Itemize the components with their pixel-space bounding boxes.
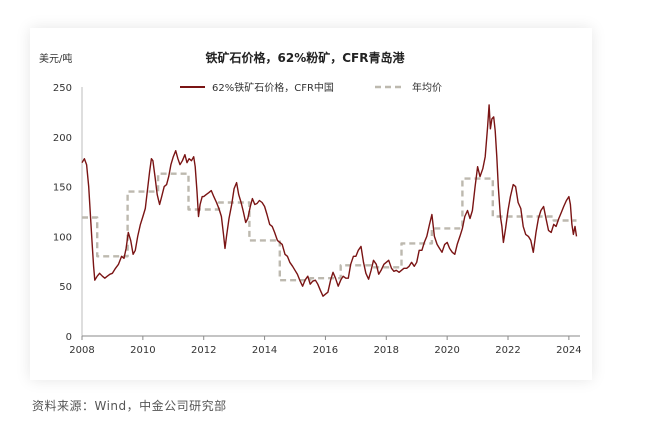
annual-average-step-line: [82, 172, 577, 282]
y-tick-label: 100: [53, 232, 72, 243]
y-tick-label: 150: [53, 183, 72, 194]
y-axis-label: 美元/吨: [39, 52, 72, 65]
x-tick-label: 2012: [191, 345, 216, 356]
iron-ore-price-line: [81, 104, 578, 297]
x-tick-label: 2014: [252, 345, 277, 356]
x-tick-label: 2018: [374, 345, 399, 356]
x-tick-label: 2020: [434, 345, 459, 356]
iron-ore-price-chart: 铁矿石价格，62%粉矿，CFR青岛港 美元/吨 62%铁矿石价格，CFR中国 年…: [39, 50, 582, 356]
y-tick-label: 0: [66, 332, 72, 343]
x-tick-label: 2008: [69, 345, 94, 356]
x-tick-label: 2024: [556, 345, 581, 356]
y-tick-label: 250: [53, 83, 72, 94]
source-note: 资料来源：Wind，中金公司研究部: [32, 399, 227, 413]
y-tick-label: 50: [59, 282, 72, 293]
x-tick-label: 2022: [495, 345, 520, 356]
x-tick-label: 2016: [313, 345, 338, 356]
y-tick-label: 200: [53, 133, 72, 144]
chart-title: 铁矿石价格，62%粉矿，CFR青岛港: [206, 50, 406, 65]
legend-label-price: 62%铁矿石价格，CFR中国: [212, 81, 334, 94]
legend-label-avg: 年均价: [412, 81, 442, 94]
chart-card: 铁矿石价格，62%粉矿，CFR青岛港 美元/吨 62%铁矿石价格，CFR中国 年…: [30, 28, 592, 380]
x-tick-label: 2010: [130, 345, 155, 356]
